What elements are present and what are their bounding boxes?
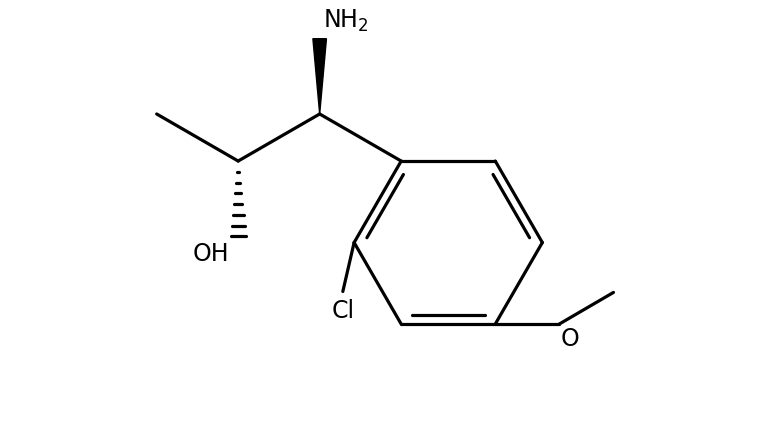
Text: O: O: [561, 327, 580, 351]
Text: Cl: Cl: [331, 299, 355, 323]
Polygon shape: [313, 39, 327, 114]
Text: OH: OH: [192, 242, 229, 266]
Text: NH$_2$: NH$_2$: [324, 8, 369, 34]
